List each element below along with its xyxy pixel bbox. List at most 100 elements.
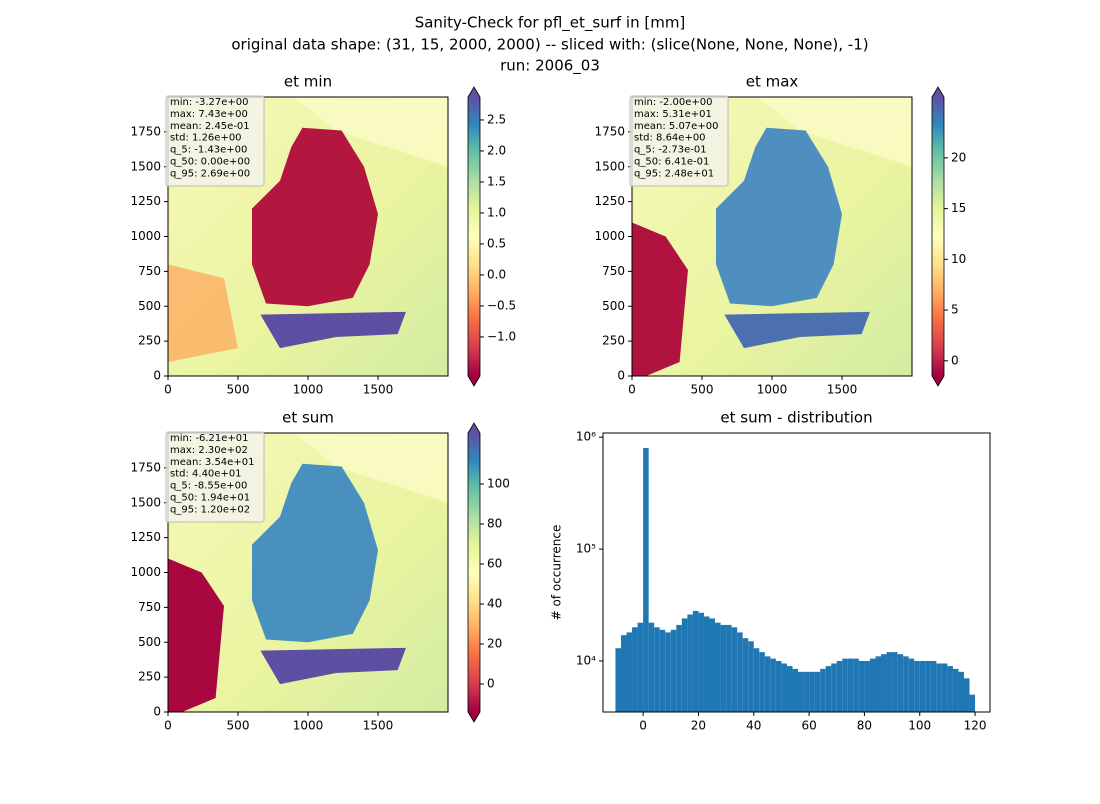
colorbar-extend	[468, 712, 480, 722]
colorbar-tick-label: −0.5	[487, 298, 516, 312]
map-sea	[294, 97, 448, 167]
hist-bar	[620, 635, 627, 712]
x-tick-label: 0	[639, 719, 647, 733]
colorbar-tick-label: 0	[951, 353, 959, 367]
hist-bar	[731, 627, 738, 712]
hist-bar	[681, 618, 688, 712]
map-land	[252, 127, 378, 307]
colorbar-tick-label: 20	[487, 637, 502, 651]
stats-box	[629, 95, 729, 187]
hist-bar	[670, 629, 677, 712]
x-tick-label: 40	[746, 719, 761, 733]
map-land	[716, 127, 842, 307]
y-tick-label: 500	[138, 299, 161, 313]
hist-bar	[908, 658, 915, 712]
stats-text: q_50: 6.41e-01	[634, 157, 709, 168]
hist-bar	[963, 678, 970, 712]
hist-bar	[737, 632, 743, 712]
y-tick-label: 750	[138, 600, 161, 614]
x-tick-label: 120	[964, 719, 987, 733]
y-tick-label: 1250	[594, 194, 625, 208]
y-tick-label: 1750	[130, 124, 161, 138]
hist-bar	[864, 660, 870, 712]
y-tick-label: 1500	[130, 495, 161, 509]
y-tick-label: 10⁵	[576, 542, 596, 556]
y-tick-label: 1250	[130, 530, 161, 544]
hist-bar	[659, 629, 666, 712]
suptitle: original data shape: (31, 15, 2000, 2000…	[231, 36, 868, 54]
colorbar-tick-label: 10	[951, 252, 966, 266]
hist-bar	[897, 654, 904, 712]
colorbar-tick-label: 40	[487, 597, 502, 611]
hist-bar	[820, 668, 826, 712]
hist-bar	[676, 624, 682, 712]
hist-bar	[930, 660, 937, 712]
hist-bar	[853, 658, 859, 712]
colorbar-extend	[468, 423, 480, 433]
stats-text: min: -2.00e+00	[634, 97, 713, 108]
colorbar	[468, 433, 480, 712]
y-tick-label: 10⁶	[576, 430, 596, 444]
hist-bar	[858, 660, 865, 712]
y-tick-label: 1000	[130, 565, 161, 579]
hist-bar	[643, 448, 649, 712]
y-tick-label: 500	[602, 299, 625, 313]
map-west-region	[168, 558, 224, 712]
stats-text: min: -3.27e+00	[170, 97, 249, 108]
hist-bar	[925, 660, 931, 712]
hist-bar	[809, 671, 815, 712]
hist-bar	[952, 668, 959, 712]
stats-text: mean: 3.54e+01	[170, 457, 254, 468]
hist-bar	[687, 614, 693, 712]
hist-bar	[947, 666, 953, 712]
colorbar	[468, 97, 480, 376]
hist-bar	[770, 658, 776, 712]
map-land	[252, 463, 378, 643]
y-axis-label: # of occurrence	[550, 525, 564, 621]
x-tick-label: 1500	[363, 383, 394, 397]
stats-text: std: 8.64e+00	[634, 133, 706, 144]
colorbar-frame	[467, 86, 481, 387]
colorbar-tick-label: 2.5	[487, 112, 506, 126]
colorbar-tick-label: 0.0	[487, 267, 506, 281]
colorbar-tick-label: −1.0	[487, 329, 516, 343]
y-tick-label: 1500	[130, 159, 161, 173]
x-tick-label: 0	[164, 383, 172, 397]
map-alps	[260, 647, 406, 685]
map-sea	[294, 433, 448, 503]
hist-bar	[615, 648, 621, 712]
x-tick-label: 20	[691, 719, 706, 733]
x-tick-label: 1000	[757, 383, 788, 397]
hist-bar	[698, 612, 704, 712]
stats-box	[165, 431, 265, 523]
y-tick-label: 1250	[130, 194, 161, 208]
y-tick-label: 250	[138, 670, 161, 684]
x-tick-label: 1500	[827, 383, 858, 397]
hist-bar	[936, 663, 942, 712]
suptitle: run: 2006_03	[500, 57, 600, 76]
x-tick-label: 60	[801, 719, 816, 733]
suptitle: Sanity-Check for pfl_et_surf in [mm]	[415, 14, 686, 33]
hist-bar	[786, 666, 793, 712]
hist-bar	[637, 622, 644, 712]
hist-bar	[831, 663, 837, 712]
hist-bar	[781, 663, 787, 712]
stats-text: q_50: 1.94e+01	[170, 493, 250, 504]
stats-text: std: 4.40e+01	[170, 469, 242, 480]
hist-bar	[886, 652, 893, 712]
colorbar-tick-label: 5	[951, 303, 959, 317]
colorbar-tick-label: 0.5	[487, 236, 506, 250]
x-tick-label: 1500	[363, 719, 394, 733]
colorbar-tick-label: 1.0	[487, 205, 506, 219]
map-alps	[260, 311, 406, 349]
hist-bar	[726, 624, 732, 712]
y-tick-label: 1000	[130, 229, 161, 243]
hist-bar	[759, 652, 765, 712]
colorbar-tick-label: 2.0	[487, 143, 506, 157]
hist-bar	[798, 671, 804, 712]
hist-bar	[748, 641, 754, 712]
hist-bar	[842, 658, 848, 712]
stats-text: max: 5.31e+01	[634, 109, 712, 120]
y-tick-label: 750	[602, 264, 625, 278]
